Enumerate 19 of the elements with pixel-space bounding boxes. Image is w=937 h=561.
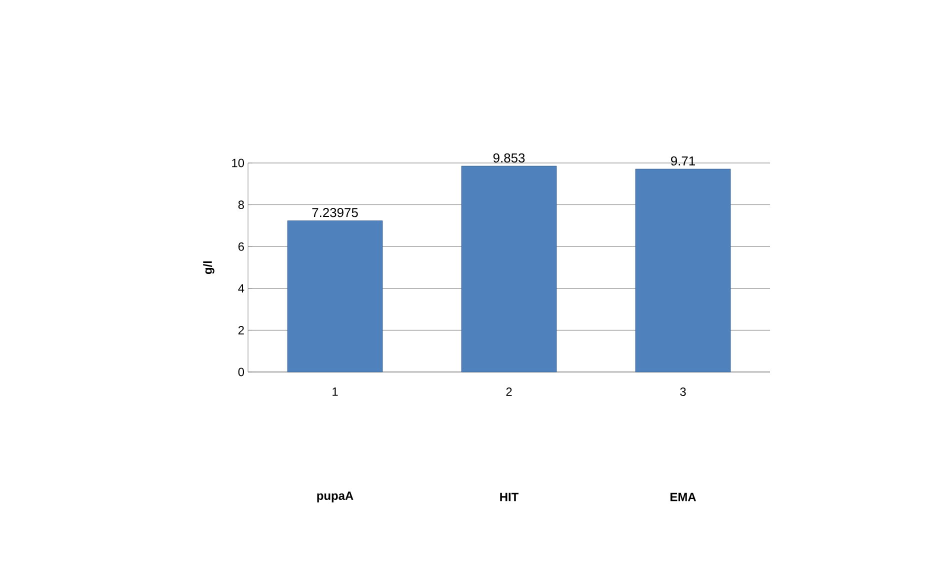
text: pupaA: [317, 492, 354, 502]
y-tick-label: 4: [238, 284, 244, 292]
data-label: 7.23975: [312, 208, 358, 218]
x-tick-label: 3: [680, 388, 686, 396]
y-axis-title: g/l: [203, 261, 214, 274]
bar: [635, 168, 731, 372]
y-tick-label: 2: [238, 326, 244, 334]
y-tick-label: 10: [232, 158, 244, 168]
x-tick-label: 1: [332, 388, 338, 396]
data-label: 9.853: [493, 153, 525, 163]
text: HIT: [500, 492, 519, 502]
y-tick-label: 6: [238, 242, 244, 251]
bar: [461, 166, 557, 372]
x-tick-label: 2: [506, 388, 512, 396]
data-label: 9.71: [671, 156, 695, 166]
text: EMA: [670, 492, 696, 502]
bar: [287, 220, 383, 372]
y-tick-label: 8: [238, 200, 244, 210]
y-tick-label: 0: [238, 368, 244, 376]
